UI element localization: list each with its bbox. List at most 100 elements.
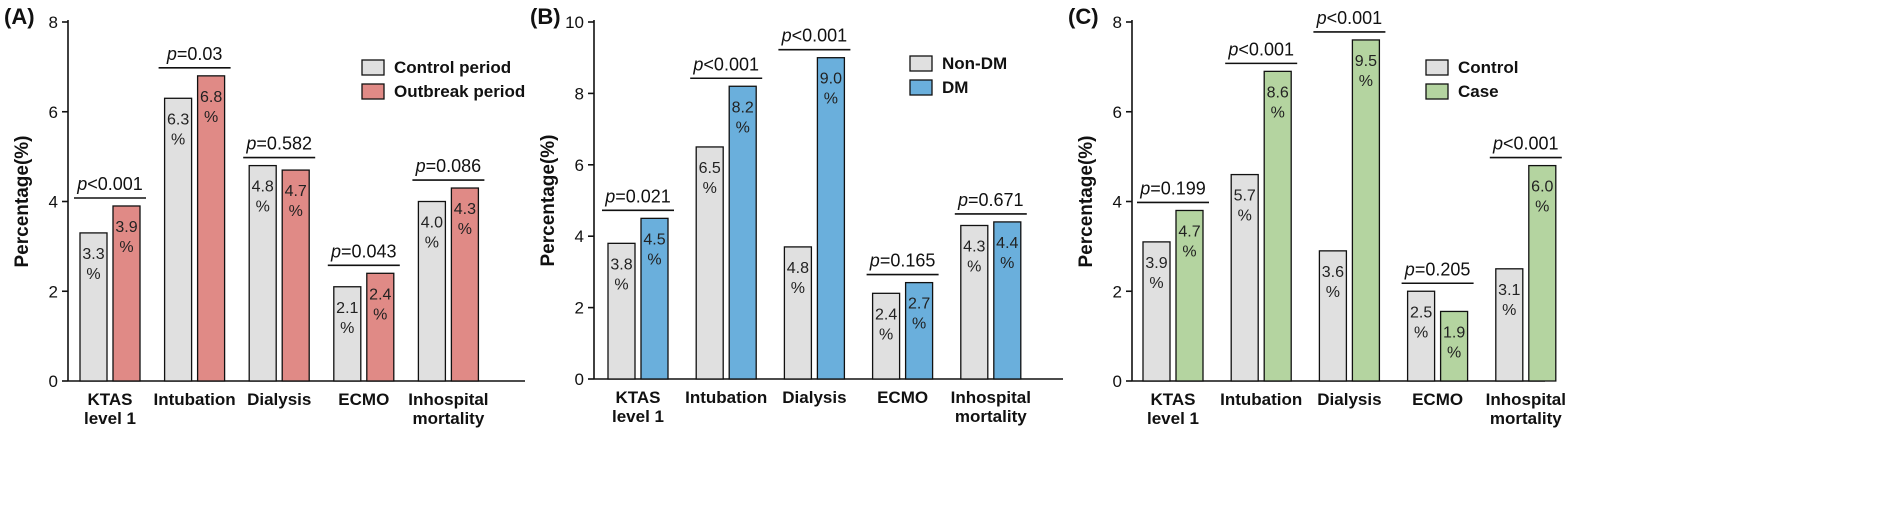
bar-a-s0-c4 [417, 200, 447, 382]
legend-swatch-c-0 [1425, 59, 1449, 76]
p-value-label: p<0.001 [1227, 39, 1294, 59]
bar-value-label: 8.6 [1267, 84, 1289, 101]
bar-percent-label: % [171, 131, 185, 148]
bar-value-label: 4.3 [454, 201, 476, 218]
legend-swatch-a-1 [361, 83, 385, 100]
bar-value-label: 3.8 [610, 256, 632, 273]
bar-value-label: 6.8 [200, 89, 222, 106]
bar-a-s1-c4 [450, 187, 480, 382]
bar-a-s0-c3 [333, 286, 362, 382]
bar-a-s1-c2 [281, 169, 310, 382]
bar-percent-label: % [703, 180, 717, 197]
bar-value-label: 3.3 [82, 246, 104, 263]
category-label: Intubation [1220, 390, 1302, 409]
bar-percent-label: % [1447, 344, 1461, 361]
category-label: Inhospital [1486, 390, 1566, 409]
bar-value-label: 4.8 [787, 260, 809, 277]
bar-value-label: 3.9 [1145, 255, 1167, 272]
bar-percent-label: % [458, 221, 472, 238]
bar-percent-label: % [1238, 208, 1252, 225]
panel-label-b: (B) [530, 4, 561, 29]
bar-percent-label: % [204, 109, 218, 126]
y-tick-label-c: 0 [1113, 372, 1122, 391]
category-label: ECMO [877, 388, 928, 407]
y-tick-label-b: 0 [575, 370, 584, 389]
category-label: KTAS [1150, 390, 1195, 409]
p-value-label: p=0.671 [957, 190, 1024, 210]
bar-c-s0-c2 [1318, 250, 1348, 382]
bar-percent-label: % [912, 316, 926, 333]
bar-c-s1-c4 [1528, 164, 1557, 382]
bar-b-s1-c3 [904, 281, 934, 380]
bar-value-label: 6.5 [699, 160, 721, 177]
category-label: KTAS [87, 390, 132, 409]
bar-value-label: 9.5 [1355, 53, 1377, 70]
bar-b-s1-c2 [816, 57, 846, 380]
y-axis-title-b: Percentage(%) [538, 135, 559, 267]
bar-value-label: 4.7 [1178, 223, 1200, 240]
bar-percent-label: % [1271, 104, 1285, 121]
y-tick-label-c: 2 [1113, 282, 1122, 301]
category-label: Dialysis [247, 390, 311, 409]
bar-percent-label: % [86, 266, 100, 283]
bar-percent-label: % [1326, 284, 1340, 301]
bar-c-s1-c0 [1175, 209, 1204, 382]
legend-swatch-b-0 [909, 55, 933, 72]
bar-value-label: 6.3 [167, 111, 189, 128]
legend-swatch-b-1 [909, 79, 933, 96]
bar-value-label: 6.0 [1531, 179, 1553, 196]
bar-percent-label: % [1535, 199, 1549, 216]
bar-percent-label: % [1149, 275, 1163, 292]
category-label: mortality [955, 407, 1027, 426]
bar-percent-label: % [1359, 73, 1373, 90]
bar-c-s0-c1 [1230, 173, 1259, 382]
p-value-label: p<0.001 [781, 26, 848, 46]
legend-swatch-a-0 [361, 59, 385, 76]
panel-label-c: (C) [1068, 4, 1099, 29]
bar-value-label: 4.8 [252, 179, 274, 196]
y-tick-label-a: 4 [49, 193, 58, 212]
legend-label-b-0: Non-DM [942, 54, 1007, 73]
p-value-label: p=0.086 [415, 156, 482, 176]
p-value-label: p=0.205 [1404, 259, 1471, 279]
bar-value-label: 4.4 [996, 235, 1018, 252]
bar-c-s0-c3 [1406, 290, 1436, 382]
y-tick-label-b: 4 [575, 227, 584, 246]
bar-value-label: 4.7 [285, 183, 307, 200]
bar-percent-label: % [289, 203, 303, 220]
y-tick-label-a: 2 [49, 282, 58, 301]
category-label: level 1 [1147, 409, 1199, 428]
bar-b-s0-c4 [960, 224, 989, 380]
p-value-label: p=0.582 [245, 134, 312, 154]
y-tick-label-b: 2 [575, 299, 584, 318]
y-tick-label-a: 8 [49, 13, 58, 32]
category-label: Intubation [154, 390, 236, 409]
y-axis-title-c: Percentage(%) [1076, 136, 1097, 268]
bar-value-label: 4.3 [963, 238, 985, 255]
bar-c-s1-c1 [1263, 70, 1292, 382]
bar-c-s0-c0 [1142, 241, 1171, 382]
bar-b-s1-c1 [728, 85, 757, 380]
y-tick-label-b: 10 [565, 13, 584, 32]
legend-swatch-c-1 [1425, 83, 1449, 100]
bar-percent-label: % [256, 199, 270, 216]
legend-label-c-1: Case [1458, 82, 1499, 101]
bar-value-label: 2.4 [369, 286, 391, 303]
bar-a-s1-c3 [366, 272, 395, 382]
bar-percent-label: % [879, 326, 893, 343]
bar-value-label: 9.0 [820, 71, 842, 88]
p-value-label: p=0.03 [166, 44, 223, 64]
bar-value-label: 2.1 [336, 300, 358, 317]
bar-percent-label: % [1182, 243, 1196, 260]
p-value-label: p<0.001 [692, 54, 759, 74]
category-label: ECMO [1412, 390, 1463, 409]
p-value-label: p=0.043 [330, 241, 397, 261]
bar-percent-label: % [119, 239, 133, 256]
bar-value-label: 3.1 [1498, 282, 1520, 299]
legend-label-a-0: Control period [394, 58, 511, 77]
bar-percent-label: % [373, 306, 387, 323]
category-label: mortality [413, 409, 485, 428]
category-label: Dialysis [782, 388, 846, 407]
